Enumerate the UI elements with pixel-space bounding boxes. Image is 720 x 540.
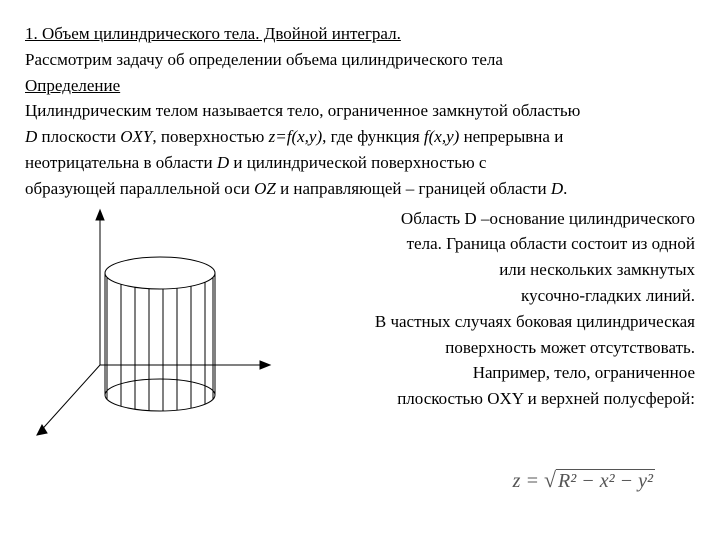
def-line-1: Цилиндрическим телом называется тело, ог… — [25, 99, 695, 123]
r7: Например, тело, ограниченное — [285, 361, 695, 385]
r1: Область D –основание цилиндрического — [285, 207, 695, 231]
r6: поверхность может отсутствовать. — [285, 336, 695, 360]
title: 1. Объем цилиндрического тела. Двойной и… — [25, 24, 401, 43]
cylinder-diagram — [25, 205, 275, 455]
definition-heading: Определение — [25, 76, 120, 95]
intro-line: Рассмотрим задачу об определении объема … — [25, 48, 695, 72]
def-line-3: неотрицательна в области D и цилиндричес… — [25, 151, 695, 175]
cylinder-svg — [25, 205, 275, 455]
text-block: 1. Объем цилиндрического тела. Двойной и… — [25, 22, 695, 201]
figure-and-text: Область D –основание цилиндрического тел… — [25, 205, 695, 455]
def-line-2: D плоскости OXY, поверхностью z=f(x,y), … — [25, 125, 695, 149]
formula: z = √R² − x² − y² — [25, 465, 695, 496]
r8: плоскостью OXY и верхней полусферой: — [285, 387, 695, 411]
def-line-4: образующей параллельной оси OZ и направл… — [25, 177, 695, 201]
right-text-block: Область D –основание цилиндрического тел… — [275, 205, 695, 413]
r5: В частных случаях боковая цилиндрическая — [285, 310, 695, 334]
r4: кусочно-гладких линий. — [285, 284, 695, 308]
r3: или нескольких замкнутых — [285, 258, 695, 282]
r2: тела. Граница области состоит из одной — [285, 232, 695, 256]
